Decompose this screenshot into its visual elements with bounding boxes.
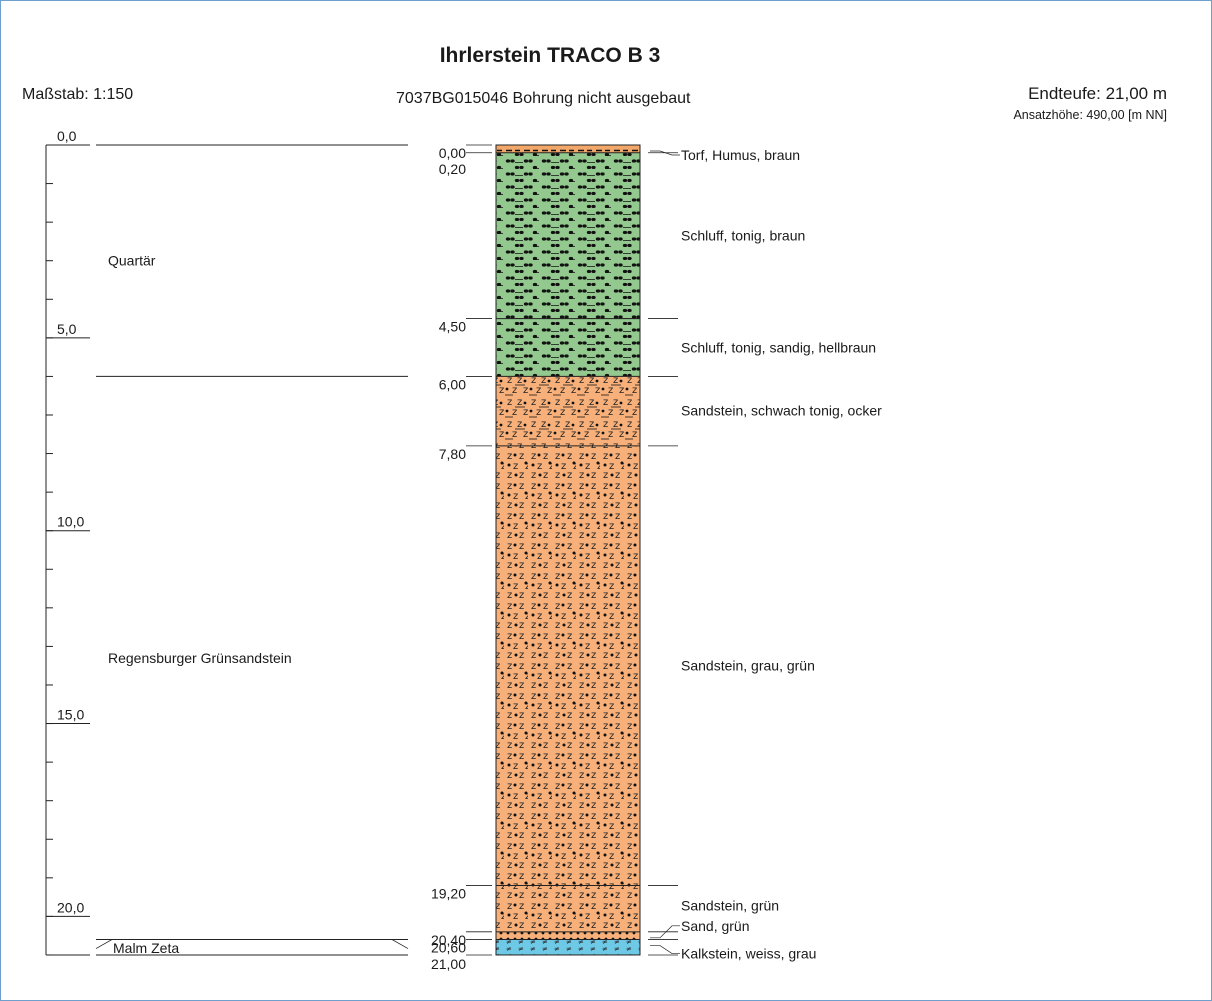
lithology-column bbox=[495, 144, 641, 956]
layer-pattern bbox=[496, 445, 640, 886]
layer-description: Schluff, tonig, sandig, hellbraun bbox=[681, 339, 876, 355]
scale-label: Maßstab: 1:150 bbox=[22, 86, 134, 103]
depth-axis-label: 20,0 bbox=[57, 899, 84, 915]
layer-pattern bbox=[496, 376, 640, 446]
depth-axis-label: 15,0 bbox=[57, 707, 84, 723]
strat-unit-label: Quartär bbox=[108, 253, 156, 269]
strat-unit-label: Malm Zeta bbox=[113, 940, 179, 956]
strat-unit-label: Regensburger Grünsandstein bbox=[108, 650, 292, 666]
layer-top-depth: 6,00 bbox=[439, 376, 466, 392]
layer-pattern bbox=[496, 931, 640, 940]
final-depth-label: Endteufe: 21,00 m bbox=[1028, 84, 1167, 103]
desc-leader bbox=[650, 925, 680, 939]
layer-top-depth: 7,80 bbox=[439, 446, 466, 462]
layer-description: Sandstein, schwach tonig, ocker bbox=[681, 402, 882, 418]
layer-description: Sandstein, grau, grün bbox=[681, 658, 815, 674]
layer-top-depth: 4,50 bbox=[439, 319, 466, 335]
layer-pattern bbox=[496, 152, 640, 319]
layer-top-depth: 19,20 bbox=[431, 886, 466, 902]
layer-description: Schluff, tonig, braun bbox=[681, 228, 805, 244]
stratigraphy-column: Quartär Regensburger Grünsandstein Malm Ze… bbox=[95, 144, 409, 956]
depth-axis: 0,0 5,0 10,0 15,0 20,0 bbox=[45, 128, 90, 956]
layer-pattern bbox=[496, 145, 640, 153]
desc-leader bbox=[650, 150, 680, 156]
layer-top-depth: 20,60 bbox=[431, 940, 466, 956]
layer-description: Kalkstein, weiss, grau bbox=[681, 946, 816, 962]
layer-description: Torf, Humus, braun bbox=[681, 147, 800, 163]
desc-leader bbox=[650, 945, 680, 954]
layer-pattern bbox=[496, 885, 640, 932]
strat-leader bbox=[95, 939, 409, 949]
layer-top-depth: 20,40 bbox=[431, 932, 466, 948]
bottom-depth-label: 21,00 bbox=[431, 956, 466, 972]
depth-axis-label: 10,0 bbox=[57, 514, 84, 530]
layer-top-depth: 0,00 bbox=[439, 145, 466, 161]
start-elevation-label: Ansatzhöhe: 490,00 [m NN] bbox=[1013, 108, 1167, 122]
layer-description: Sand, grün bbox=[681, 918, 750, 934]
layer-top-depth: 0,20 bbox=[439, 161, 466, 177]
borehole-id-label: 7037BG015046 Bohrung nicht ausgebaut bbox=[396, 90, 691, 107]
depth-axis-label: 5,0 bbox=[57, 321, 77, 337]
layer-description: Sandstein, grün bbox=[681, 898, 779, 914]
column-border bbox=[495, 144, 641, 956]
layer-descriptions: Torf, Humus, braun Schluff, tonig, braun S… bbox=[648, 147, 882, 962]
depth-axis-label: 0,0 bbox=[57, 128, 77, 144]
layer-pattern bbox=[496, 318, 640, 377]
layer-pattern bbox=[496, 939, 640, 955]
page-title: Ihrlerstein TRACO B 3 bbox=[439, 44, 661, 67]
